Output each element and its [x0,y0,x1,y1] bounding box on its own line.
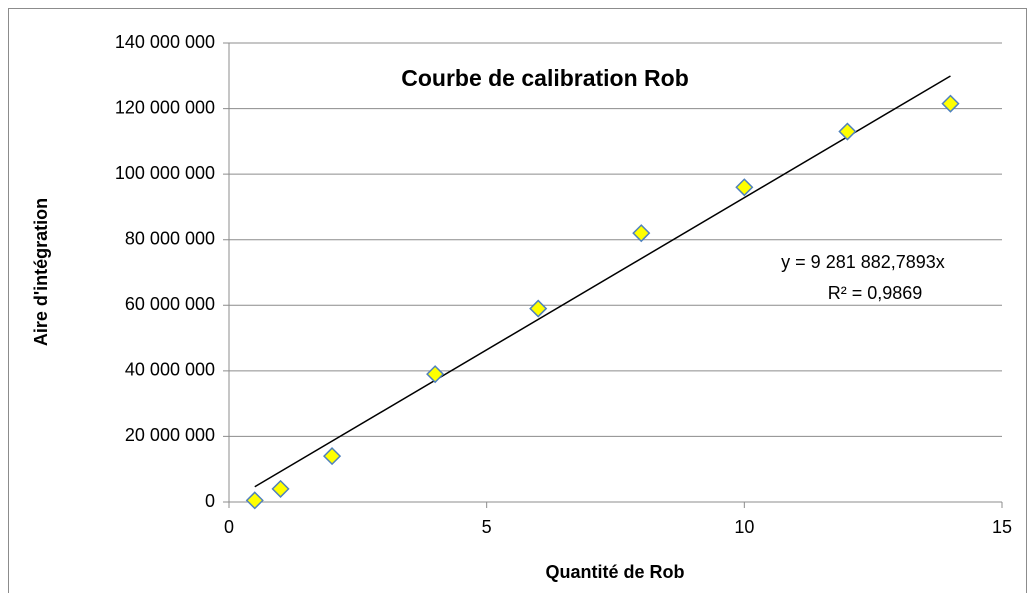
trendline-equation: y = 9 281 882,7893x [781,252,945,272]
trendline-r2: R² = 0,9869 [828,283,923,303]
y-tick-label: 20 000 000 [125,425,215,445]
data-point [735,178,754,197]
y-tick-label: 40 000 000 [125,360,215,380]
data-point [245,491,264,510]
data-point [426,365,445,384]
chart-title: Courbe de calibration Rob [401,65,689,91]
data-point [941,94,960,113]
x-tick-label: 5 [482,517,492,537]
data-point [323,447,342,466]
y-tick-label: 140 000 000 [115,32,215,52]
trendline [254,75,951,488]
y-tick-label: 120 000 000 [115,97,215,117]
data-point [632,224,651,243]
x-tick-label: 0 [224,517,234,537]
data-point [271,479,290,498]
y-tick-label: 80 000 000 [125,228,215,248]
data-point [838,122,857,141]
y-tick-label: 0 [205,491,215,511]
x-axis-label: Quantité de Rob [546,562,685,582]
x-tick-label: 10 [734,517,754,537]
x-tick-label: 15 [992,517,1012,537]
y-tick-label: 100 000 000 [115,163,215,183]
y-axis-label: Aire d'intégration [31,198,51,346]
data-point [529,299,548,318]
chart-frame [8,8,1027,593]
y-tick-label: 60 000 000 [125,294,215,314]
